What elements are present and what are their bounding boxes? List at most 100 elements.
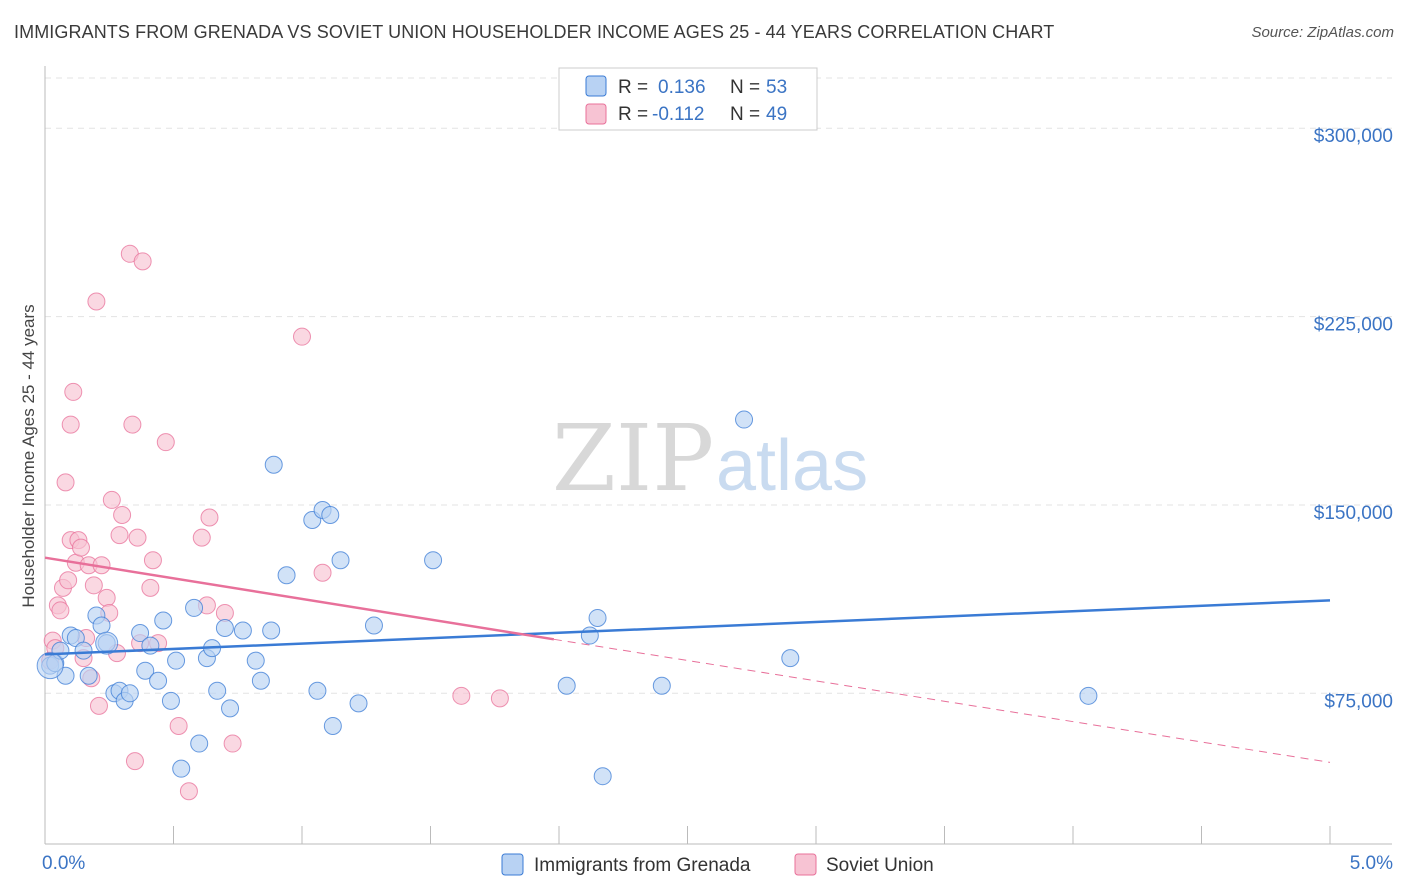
- point-grenada: [149, 671, 168, 690]
- point-grenada: [588, 608, 607, 627]
- point-soviet-union: [56, 473, 75, 492]
- point-soviet-union: [59, 571, 78, 590]
- legend-swatch-soviet: [794, 853, 817, 876]
- point-soviet-union: [102, 490, 121, 509]
- point-grenada: [154, 611, 173, 630]
- point-grenada: [190, 734, 209, 753]
- point-grenada-cluster: [36, 652, 64, 680]
- x-tick-label: 5.0%: [1350, 853, 1393, 874]
- point-grenada: [167, 651, 186, 670]
- point-grenada: [172, 759, 191, 778]
- point-soviet-union: [293, 327, 311, 346]
- point-soviet-union: [128, 528, 147, 547]
- point-grenada: [251, 671, 270, 690]
- r-value-1: 0.136: [658, 77, 706, 98]
- point-grenada: [593, 767, 612, 786]
- watermark: ZIP atlas: [552, 405, 868, 512]
- point-grenada: [735, 410, 754, 429]
- point-soviet-union: [113, 505, 132, 524]
- point-grenada: [308, 681, 327, 700]
- point-soviet-union: [123, 415, 142, 434]
- point-grenada: [79, 666, 98, 685]
- point-soviet-union: [223, 734, 242, 753]
- point-grenada: [424, 551, 443, 570]
- legend-swatch-pink: [585, 103, 607, 125]
- point-grenada: [208, 681, 227, 700]
- point-soviet-union: [64, 382, 83, 401]
- point-grenada: [233, 621, 252, 640]
- point-soviet-union: [143, 551, 162, 570]
- point-grenada: [215, 619, 234, 638]
- grid-lines: [45, 77, 1392, 694]
- n-value-2: 49: [766, 104, 787, 125]
- point-soviet-union: [215, 603, 234, 622]
- point-grenada: [131, 624, 150, 643]
- point-soviet-union: [125, 752, 144, 771]
- y-axis-label: Householder Income Ages 25 - 44 years: [19, 304, 38, 607]
- point-soviet-union: [200, 508, 219, 527]
- point-grenada: [557, 676, 576, 695]
- point-soviet-union: [51, 601, 70, 620]
- n-value-1: 53: [766, 77, 787, 98]
- point-soviet-union: [192, 528, 211, 547]
- point-grenada: [92, 616, 111, 635]
- y-tick-label: $75,000: [1324, 691, 1393, 712]
- point-soviet-union: [141, 578, 160, 597]
- r-value-2: -0.112: [652, 104, 704, 125]
- point-soviet-union: [89, 696, 108, 715]
- point-grenada: [323, 716, 342, 735]
- n-label-1: N =: [730, 77, 760, 98]
- point-soviet-union: [133, 252, 152, 271]
- watermark-zip: ZIP: [552, 405, 714, 512]
- legend-label-grenada: Immigrants from Grenada: [534, 855, 751, 876]
- trend-line: [44, 599, 1331, 656]
- point-grenada: [141, 636, 160, 655]
- point-grenada: [652, 676, 671, 695]
- trend-lines: [44, 556, 1331, 763]
- point-soviet-union: [169, 716, 188, 735]
- series-legend: Immigrants from Grenada Soviet Union: [501, 853, 934, 876]
- point-grenada: [185, 598, 204, 617]
- point-soviet-union: [97, 588, 116, 607]
- legend-swatch-blue: [585, 75, 607, 97]
- chart-title: IMMIGRANTS FROM GRENADA VS SOVIET UNION …: [14, 22, 1055, 42]
- point-grenada: [277, 566, 296, 585]
- x-tick-label: 0.0%: [42, 853, 85, 874]
- point-soviet-union: [313, 563, 332, 582]
- point-grenada-cluster: [95, 631, 119, 655]
- trend-line: [553, 638, 1331, 763]
- chart-source: Source: ZipAtlas.com: [1251, 24, 1394, 41]
- point-grenada: [264, 455, 283, 474]
- point-grenada: [262, 621, 281, 640]
- data-points: [36, 244, 1098, 801]
- point-soviet-union: [179, 782, 198, 801]
- r-label-2: R =: [618, 104, 648, 125]
- point-grenada: [161, 691, 180, 710]
- point-grenada: [120, 684, 139, 703]
- point-soviet-union: [61, 415, 80, 434]
- watermark-atlas: atlas: [716, 426, 868, 506]
- point-grenada: [74, 641, 93, 660]
- point-grenada: [349, 694, 368, 713]
- trend-line: [44, 556, 555, 641]
- legend-swatch-grenada: [501, 853, 524, 876]
- point-soviet-union: [452, 686, 471, 705]
- point-grenada: [1079, 686, 1098, 705]
- point-grenada: [221, 699, 240, 718]
- point-grenada: [580, 626, 599, 645]
- axes: [44, 66, 1392, 845]
- point-grenada: [781, 649, 800, 668]
- point-grenada: [331, 551, 350, 570]
- point-grenada: [321, 505, 340, 524]
- legend-label-soviet: Soviet Union: [826, 855, 934, 876]
- y-tick-labels: $75,000 $150,000 $225,000 $300,000: [1314, 126, 1393, 712]
- n-label-2: N =: [730, 104, 760, 125]
- point-grenada: [136, 661, 155, 680]
- point-soviet-union: [71, 538, 90, 557]
- point-grenada: [246, 651, 265, 670]
- y-tick-label: $225,000: [1314, 315, 1393, 336]
- y-tick-label: $150,000: [1314, 503, 1393, 524]
- point-soviet-union: [110, 526, 129, 545]
- y-tick-label: $300,000: [1314, 126, 1393, 147]
